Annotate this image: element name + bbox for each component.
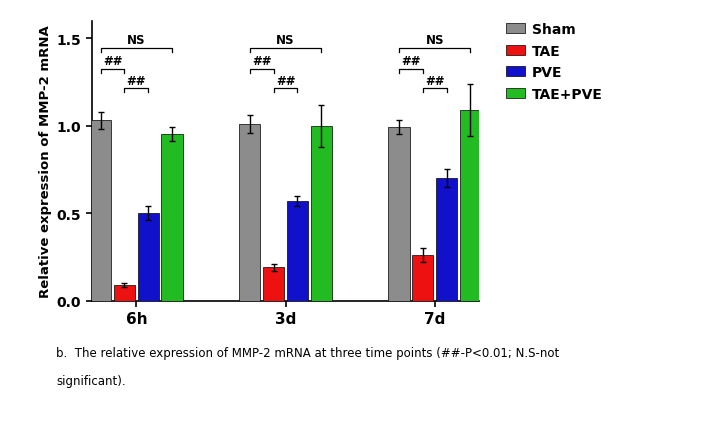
Bar — [137, 214, 159, 301]
Bar — [287, 201, 308, 301]
Bar — [311, 126, 332, 301]
Bar — [161, 135, 183, 301]
Text: ##: ## — [252, 55, 271, 68]
Text: NS: NS — [425, 34, 444, 47]
Bar — [436, 179, 458, 301]
Text: ##: ## — [401, 55, 421, 68]
Text: significant).: significant). — [56, 374, 126, 387]
Text: ##: ## — [276, 74, 295, 87]
Bar — [114, 285, 135, 301]
Text: ##: ## — [103, 55, 122, 68]
Bar — [460, 111, 482, 301]
Text: ##: ## — [425, 74, 444, 87]
Bar — [239, 125, 260, 301]
Text: b.  The relative expression of MMP-2 mRNA at three time points (##-P<0.01; N.S-n: b. The relative expression of MMP-2 mRNA… — [56, 346, 560, 359]
Text: ##: ## — [127, 74, 146, 87]
Bar — [263, 268, 284, 301]
Y-axis label: Relative expression of MMP-2 mRNA: Relative expression of MMP-2 mRNA — [39, 25, 52, 297]
Bar — [388, 128, 410, 301]
Bar — [412, 255, 434, 301]
Bar — [90, 121, 111, 301]
Text: NS: NS — [127, 34, 146, 47]
Text: NS: NS — [276, 34, 295, 47]
Legend: Sham, TAE, PVE, TAE+PVE: Sham, TAE, PVE, TAE+PVE — [505, 23, 603, 101]
